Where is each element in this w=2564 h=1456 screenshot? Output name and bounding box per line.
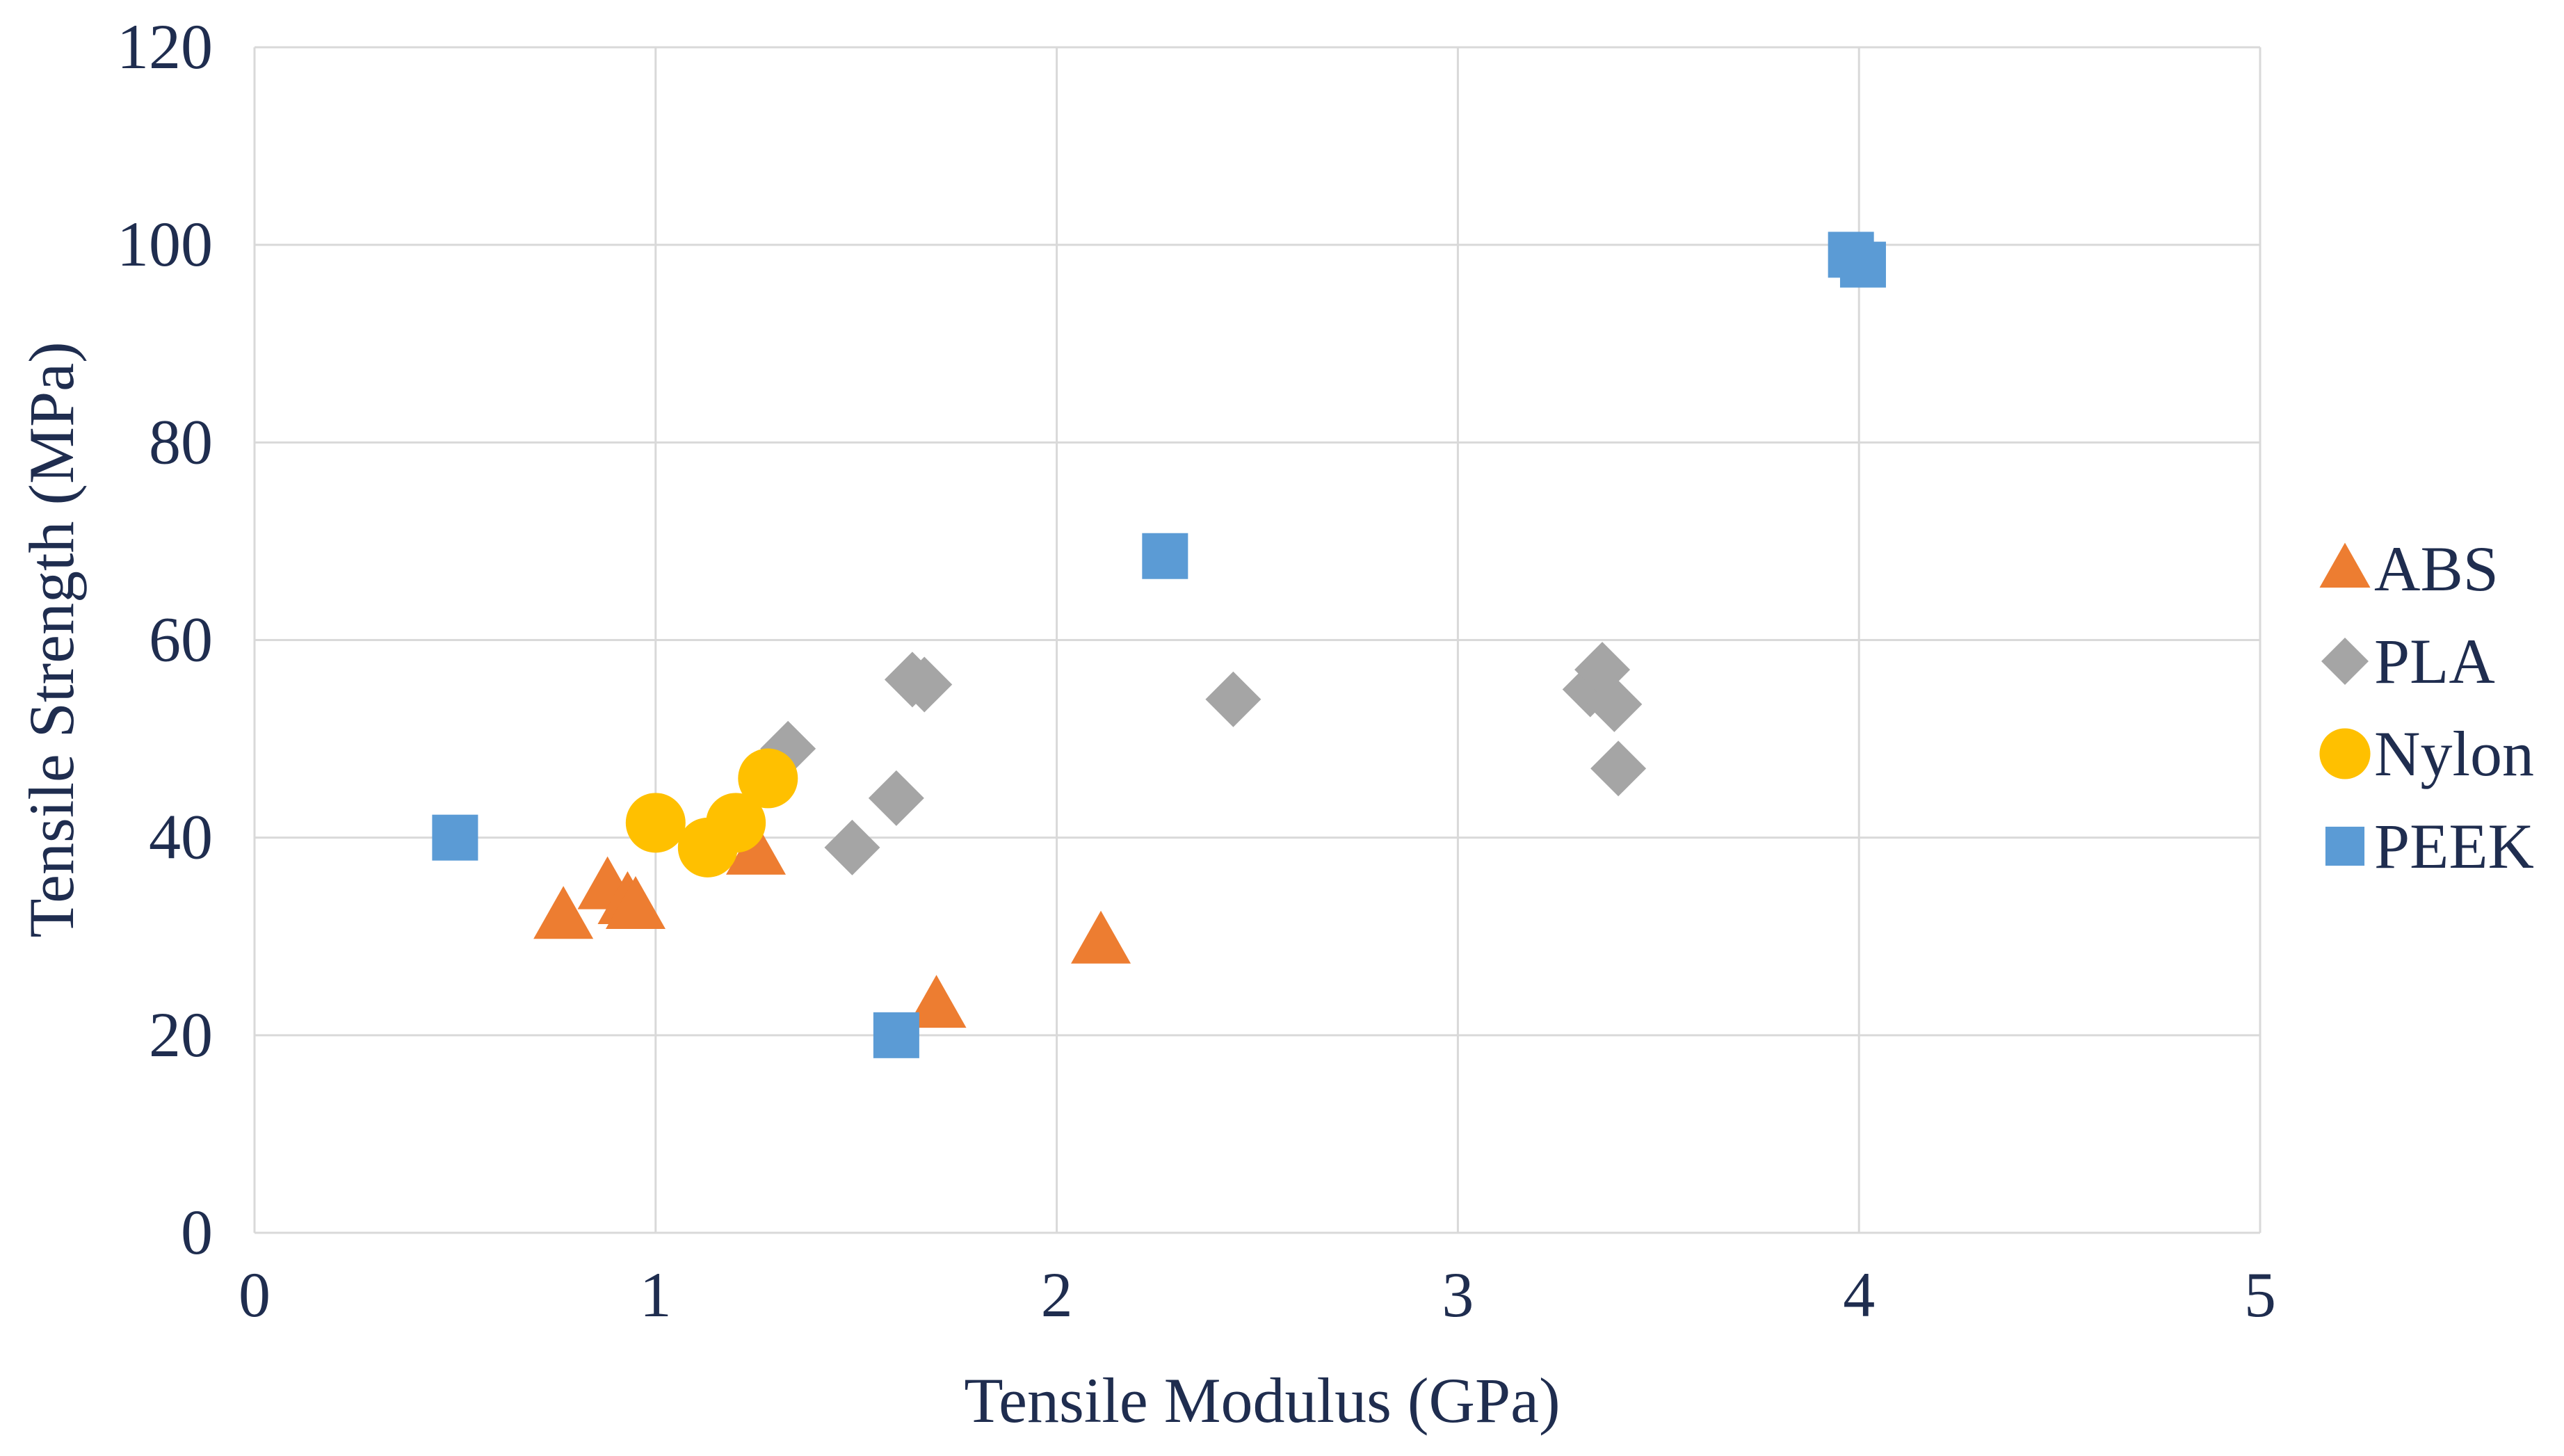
x-tick-label: 0	[239, 1259, 271, 1330]
grid-lines	[253, 46, 2261, 1234]
y-tick-labels: 0 20 40 60 80 100 120	[117, 11, 213, 1268]
y-tick-label: 0	[181, 1197, 213, 1268]
nylon-point	[625, 793, 686, 853]
series-abs	[533, 821, 1131, 1028]
y-tick-label: 20	[149, 999, 213, 1070]
y-tick-label: 60	[149, 604, 213, 675]
legend-marker-nylon	[2319, 728, 2371, 779]
peek-point	[432, 814, 478, 861]
abs-point	[1071, 910, 1131, 964]
pla-point	[1586, 676, 1643, 732]
nylon-point	[706, 793, 766, 853]
abs-point	[906, 975, 967, 1028]
y-tick-label: 80	[149, 406, 213, 477]
legend-marker-abs	[2319, 542, 2371, 588]
series-nylon	[625, 748, 798, 877]
x-tick-label: 2	[1041, 1259, 1073, 1330]
legend-label: Nylon	[2374, 718, 2534, 789]
nylon-point	[738, 748, 798, 809]
legend-item-abs: ABS	[2319, 533, 2499, 604]
pla-point	[824, 819, 880, 875]
x-axis-label: Tensile Modulus (GPa)	[964, 1365, 1560, 1436]
legend-item-pla: PLA	[2321, 626, 2495, 697]
x-tick-labels: 0 1 2 3 4 5	[239, 1259, 2276, 1330]
x-tick-label: 1	[640, 1259, 672, 1330]
y-tick-label: 120	[117, 11, 213, 82]
series-peek	[432, 232, 1886, 1058]
x-tick-label: 3	[1442, 1259, 1474, 1330]
legend-label: PLA	[2374, 626, 2495, 697]
legend-label: ABS	[2374, 533, 2499, 604]
x-tick-label: 5	[2244, 1259, 2276, 1330]
pla-point	[1205, 671, 1261, 727]
peek-point	[1142, 533, 1188, 579]
series-pla	[760, 642, 1647, 875]
y-tick-label: 40	[149, 802, 213, 873]
legend: ABS PLA Nylon PEEK	[2319, 533, 2534, 882]
axes	[253, 47, 2260, 1234]
x-tick-label: 4	[1843, 1259, 1875, 1330]
peek-point	[1839, 241, 1886, 288]
legend-item-nylon: Nylon	[2319, 718, 2534, 789]
pla-point	[1590, 741, 1647, 797]
peek-point	[873, 1012, 919, 1058]
y-axis-label: Tensile Strength (MPa)	[16, 341, 87, 937]
legend-marker-pla	[2321, 638, 2369, 685]
abs-point	[533, 886, 594, 939]
pla-point	[896, 656, 953, 713]
abs-point	[726, 821, 786, 875]
pla-point	[868, 770, 924, 826]
y-tick-label: 100	[117, 209, 213, 280]
legend-item-peek: PEEK	[2325, 811, 2534, 882]
legend-label: PEEK	[2374, 811, 2534, 882]
legend-marker-peek	[2325, 826, 2365, 866]
data-points	[432, 232, 1886, 1058]
abs-point	[605, 876, 666, 930]
